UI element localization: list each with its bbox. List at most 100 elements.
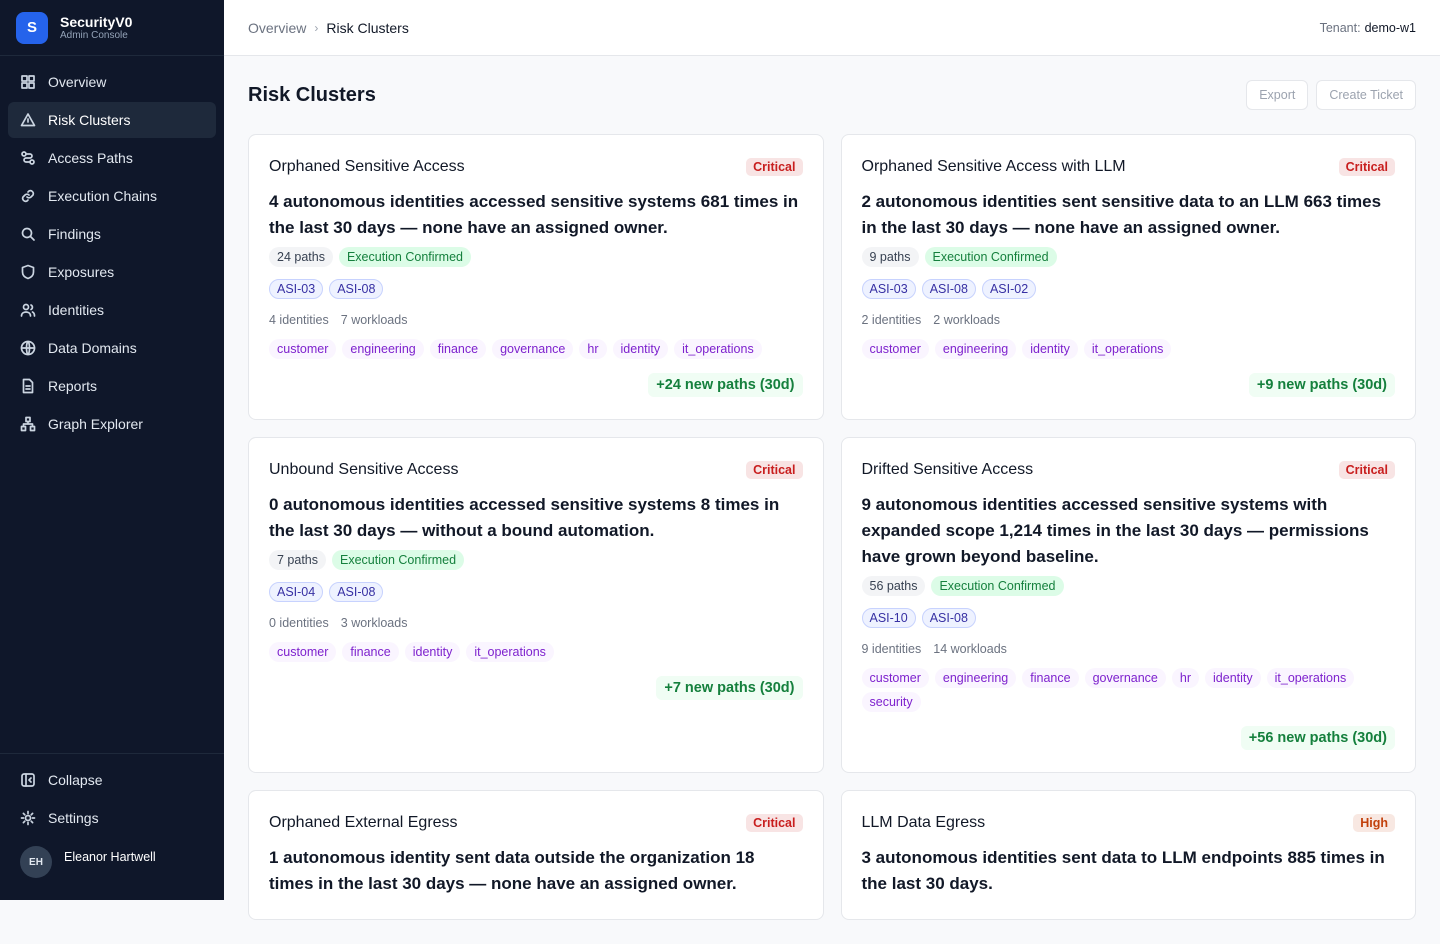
asi-tag: ASI-10 (861, 608, 916, 628)
workloads-count: 7 workloads (340, 313, 408, 327)
sidebar: S SecurityV0 Admin Console Overview Risk C… (0, 0, 224, 900)
tenant[interactable]: Tenant: demo-w1 (1320, 21, 1416, 35)
nav-item[interactable]: Risk Clusters (8, 102, 216, 138)
card-summary: 1 autonomous identity sent data outside … (269, 848, 755, 893)
nav-item[interactable]: Exposures (8, 254, 216, 290)
nav: Overview Risk Clusters Access Paths Executi… (0, 56, 224, 452)
user-name: Eleanor Hartwell (64, 850, 156, 864)
cluster-card[interactable]: Unbound Sensitive Access Critical 0 autono… (248, 437, 824, 773)
create-ticket-button[interactable]: Create Ticket (1316, 80, 1416, 110)
domain-tag: hr (579, 339, 607, 359)
cluster-card[interactable]: LLM Data Egress High 3 autonomous identiti… (840, 790, 1416, 920)
app: S SecurityV0 Admin Console Overview Risk C… (0, 0, 1440, 920)
status-chip: Execution Confirmed (338, 247, 471, 267)
cluster-card[interactable]: Orphaned Sensitive Access with LLM Critic… (840, 134, 1416, 420)
nav-label: Reports (48, 378, 98, 394)
trend-row: +24 new paths (30d) (269, 373, 803, 397)
sidebar-footer: Collapse Settings EH Eleanor Hartwell (0, 753, 224, 894)
topbar: Overview › Risk Clusters Tenant: demo-w1 (224, 0, 1440, 56)
export-button[interactable]: Export (1246, 80, 1309, 110)
asi-tag: ASI-08 (921, 279, 976, 299)
card-summary: 9 autonomous identities accessed sensiti… (861, 495, 1369, 566)
nav-label: Graph Explorer (48, 416, 143, 432)
domain-row: customer finance identity it_operations (269, 642, 803, 662)
brand-name: SecurityV0 Admin Console (60, 13, 133, 41)
nav-item[interactable]: Execution Chains (8, 178, 216, 214)
user[interactable]: EH Eleanor Hartwell (8, 838, 216, 886)
domain-row: customer engineering finance governance hr id… (269, 339, 803, 359)
severity-badge: Critical (746, 158, 803, 176)
asi-tag: ASI-08 (329, 582, 384, 602)
severity-badge: Critical (746, 461, 803, 479)
nav-label: Risk Clusters (48, 112, 131, 128)
severity-badge: Critical (1338, 461, 1395, 479)
trend-badge: +9 new paths (30d) (1248, 373, 1395, 397)
domain-tag: finance (342, 642, 399, 662)
identities-count: 4 identities (269, 313, 329, 327)
page: Risk Clusters {"sidebar": {"logo_letter"… (0, 0, 1440, 920)
domain-tag: customer (861, 668, 929, 688)
severity-badge: High (1353, 814, 1395, 832)
workloads-count: 2 workloads (933, 313, 1000, 327)
cluster-card[interactable]: Drifted Sensitive Access Critical 9 autono… (840, 437, 1416, 773)
nav-item[interactable]: Identities (8, 292, 216, 328)
tag-row: ASI-10 ASI-08 (861, 602, 1396, 628)
tag-row: ASI-04 ASI-08 (269, 576, 803, 602)
nav-label: Access Paths (48, 150, 133, 166)
nav-item[interactable]: Graph Explorer (8, 406, 216, 442)
card-header: Orphaned External Egress Critical (269, 811, 803, 835)
nav-icon (20, 303, 36, 317)
nav-item[interactable]: Reports (8, 368, 216, 404)
trend-row: +56 new paths (30d) (862, 726, 1395, 750)
domain-tag: customer (269, 642, 337, 662)
footer-nav: Collapse Settings (8, 762, 216, 836)
cluster-card[interactable]: Orphaned External Egress Critical 1 autono… (248, 790, 824, 920)
asi-tag: ASI-03 (269, 279, 324, 299)
nav-label: Overview (48, 74, 107, 90)
brand-title: SecurityV0 (60, 13, 133, 30)
domain-tag: customer (861, 339, 929, 359)
trend-row: +7 new paths (30d) (269, 676, 803, 700)
asi-tag: ASI-03 (861, 279, 916, 299)
tenant-label: Tenant: (1319, 20, 1361, 35)
domain-tag: it_operations (1083, 339, 1172, 359)
domain-tag: identity (404, 642, 461, 662)
cluster-card[interactable]: Orphaned Sensitive Access Critical 4 auton… (248, 134, 824, 420)
nav-label: Settings (48, 810, 99, 826)
logo: S (16, 11, 48, 44)
trend-badge: +7 new paths (30d) (656, 676, 803, 700)
trend-badge: +24 new paths (30d) (648, 373, 803, 397)
brand-subtitle: Admin Console (60, 29, 128, 41)
nav-icon (20, 340, 36, 356)
paths-chip: 56 paths (861, 576, 926, 596)
nav-item[interactable]: Access Paths (8, 140, 216, 176)
nav-item[interactable]: Settings (8, 800, 216, 836)
nav-item[interactable]: Data Domains (8, 330, 216, 366)
nav-icon (20, 810, 36, 826)
domain-tag: engineering (934, 668, 1017, 688)
nav-icon (21, 75, 35, 89)
card-title: Orphaned Sensitive Access with LLM (861, 158, 1126, 175)
nav-label: Exposures (48, 264, 115, 280)
tag-row: ASI-03 ASI-08 (269, 273, 803, 299)
nav-label: Execution Chains (48, 188, 157, 204)
breadcrumb[interactable]: Overview (248, 19, 307, 36)
paths-chip: 7 paths (269, 550, 327, 570)
domain-tag: governance (492, 339, 574, 359)
nav-icon (20, 416, 36, 432)
domain-tag: customer (269, 339, 337, 359)
card-header: Orphaned Sensitive Access Critical (269, 155, 803, 179)
nav-item[interactable]: Findings (8, 216, 216, 252)
chip-row: 56 paths Execution Confirmed (861, 576, 1396, 596)
page-title: Risk Clusters (248, 83, 376, 106)
domain-row: customer engineering identity it_operations (861, 339, 1396, 359)
nav-item[interactable]: Collapse (8, 762, 216, 798)
domain-tag: finance (429, 339, 487, 359)
card-meta: 4 identities 7 workloads (269, 313, 803, 327)
chip-row: 24 paths Execution Confirmed (269, 247, 803, 267)
tag-row: ASI-03 ASI-08 ASI-02 (861, 273, 1396, 299)
status-chip: Execution Confirmed (931, 576, 1064, 596)
nav-item[interactable]: Overview (8, 64, 216, 100)
domain-tag: identity (1205, 668, 1261, 688)
trend-row: +9 new paths (30d) (862, 373, 1395, 397)
